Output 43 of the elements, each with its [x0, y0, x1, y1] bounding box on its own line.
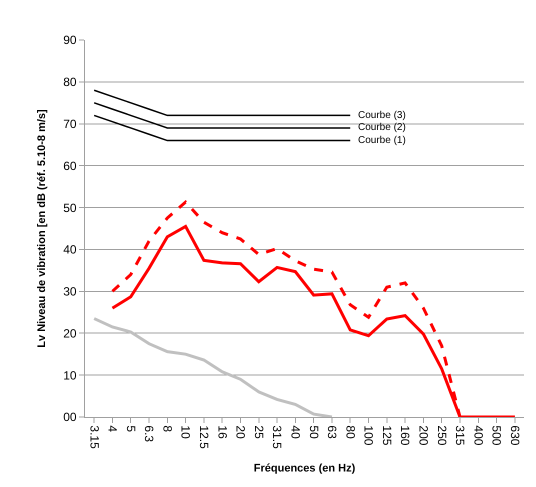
y-tick-label: 50 [63, 200, 77, 215]
y-tick-label: 80 [63, 75, 77, 90]
y-tick-label: 60 [63, 158, 77, 173]
x-tick-label: 315 [453, 425, 468, 446]
x-axis-title: Fréquences (en Hz) [254, 462, 356, 474]
x-tick-label: 31.5 [270, 425, 284, 450]
x-tick-label: 630 [508, 425, 522, 446]
x-tick-label: 100 [362, 425, 376, 446]
x-tick-label: 8 [160, 425, 174, 432]
x-tick-label: 6.3 [142, 425, 156, 442]
x-tick-label: 400 [471, 425, 486, 446]
x-tick-label: 16 [215, 425, 230, 440]
x-tick-label: 200 [416, 425, 430, 446]
series-label: Courbe (1) [358, 135, 406, 146]
x-tick-label: 63 [325, 425, 340, 440]
x-tick-label: 50 [306, 425, 321, 440]
x-tick-label: 20 [234, 425, 248, 440]
y-tick-label: 30 [63, 284, 77, 299]
y-tick-label: 10 [63, 368, 77, 382]
x-tick-label: 125 [380, 425, 394, 446]
line-series [92, 317, 334, 417]
x-tick-label: 3.15 [87, 425, 102, 450]
line-series [93, 90, 351, 116]
line-series [93, 102, 351, 129]
x-tick-label: 12.5 [197, 425, 211, 450]
x-tick-label: 80 [343, 425, 358, 440]
x-tick-label: 25 [252, 425, 266, 440]
y-tick-label: 40 [63, 242, 77, 257]
series-label: Courbe (3) [358, 110, 406, 121]
x-tick-label: 5 [124, 425, 138, 432]
series-label: Courbe (2) [358, 122, 406, 133]
x-tick-label: 40 [288, 425, 302, 440]
x-tick-label: 10 [178, 425, 193, 440]
y-tick-label: 00 [63, 410, 77, 424]
y-axis-title: Lv Niveau de vibration [en dB (réf. 5.10-8 m/s] [36, 108, 48, 348]
line-series [93, 114, 351, 142]
x-tick-label: 160 [398, 425, 412, 446]
x-tick-label: 4 [106, 425, 120, 432]
y-tick-label: 20 [63, 326, 77, 340]
x-tick-label: 500 [490, 425, 504, 446]
y-tick-label: 70 [63, 116, 77, 131]
x-tick-label: 250 [434, 425, 449, 446]
y-tick-label: 90 [63, 33, 77, 48]
